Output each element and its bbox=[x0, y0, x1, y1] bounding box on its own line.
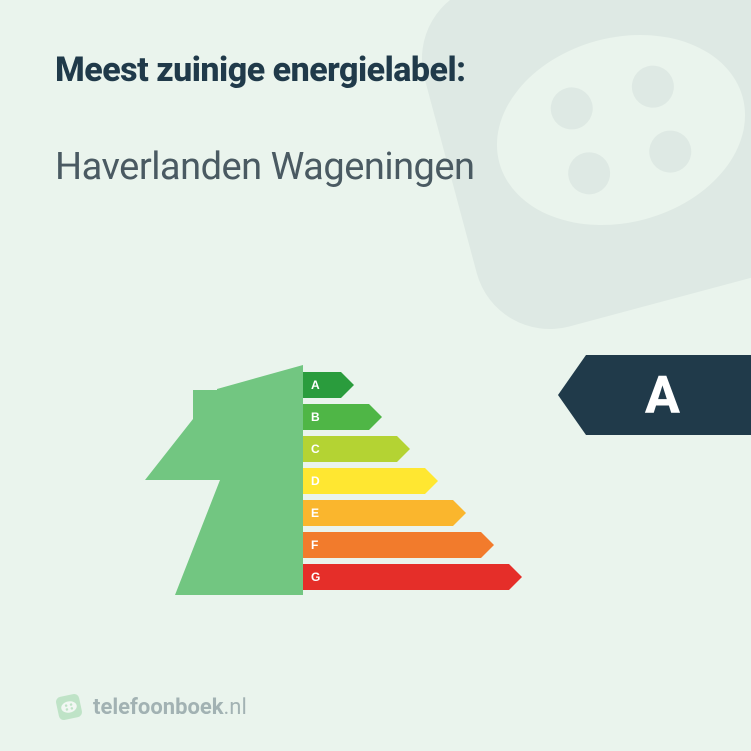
energy-bar-label: E bbox=[303, 500, 453, 526]
energy-label-chart: ABCDEFG A bbox=[0, 350, 751, 630]
energy-bar-label: F bbox=[303, 532, 481, 558]
energy-bar-label: A bbox=[303, 372, 341, 398]
rating-badge: A bbox=[558, 355, 751, 435]
energy-bar-label: B bbox=[303, 404, 369, 430]
brand-text: telefoonboek.nl bbox=[93, 695, 247, 720]
energy-bar-d: D bbox=[303, 468, 522, 494]
brand-icon bbox=[55, 693, 83, 721]
location-name: Haverlanden Wageningen bbox=[55, 145, 696, 189]
energy-bar-a: A bbox=[303, 372, 522, 398]
rating-value: A bbox=[586, 355, 751, 435]
energy-bar-f: F bbox=[303, 532, 522, 558]
page-title: Meest zuinige energielabel: bbox=[55, 50, 696, 90]
energy-bar-c: C bbox=[303, 436, 522, 462]
energy-bar-label: C bbox=[303, 436, 397, 462]
house-icon bbox=[145, 365, 303, 595]
energy-bar-g: G bbox=[303, 564, 522, 590]
energy-bar-label: D bbox=[303, 468, 425, 494]
footer-brand: telefoonboek.nl bbox=[55, 693, 247, 721]
energy-bar-label: G bbox=[303, 564, 509, 590]
energy-bar-e: E bbox=[303, 500, 522, 526]
energy-bar-b: B bbox=[303, 404, 522, 430]
